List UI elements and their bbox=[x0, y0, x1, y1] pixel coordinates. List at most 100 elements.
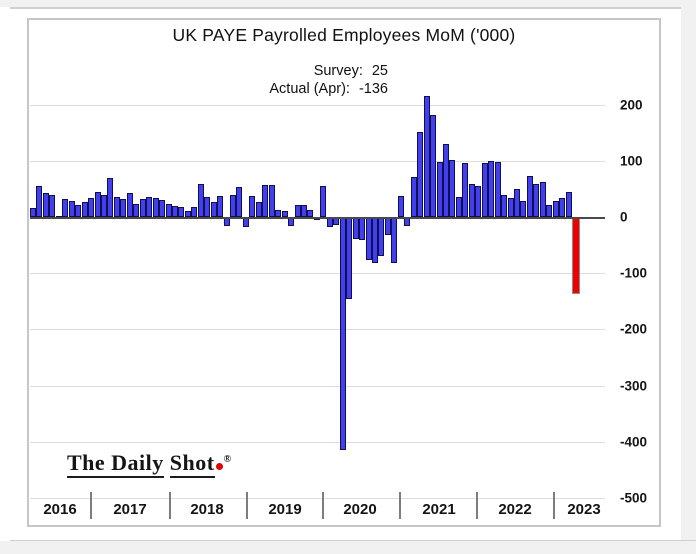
y-axis-label--400: -400 bbox=[620, 434, 648, 450]
year-tick-5 bbox=[476, 492, 478, 519]
top-border-line bbox=[10, 7, 696, 9]
bar bbox=[113, 196, 120, 217]
bar bbox=[372, 218, 378, 263]
bar bbox=[223, 218, 230, 227]
actual-label: Actual (Apr): bbox=[269, 81, 350, 97]
gridline--400 bbox=[30, 441, 605, 443]
bar bbox=[255, 201, 262, 217]
x-axis-label-2021: 2021 bbox=[422, 501, 456, 518]
bar bbox=[520, 201, 527, 217]
bar bbox=[294, 204, 301, 217]
bar bbox=[352, 218, 359, 239]
bar bbox=[107, 178, 114, 217]
bar bbox=[430, 115, 437, 217]
bar bbox=[210, 202, 217, 217]
bar bbox=[236, 187, 243, 217]
bar bbox=[365, 218, 372, 260]
y-axis-label--300: -300 bbox=[620, 378, 648, 394]
bar bbox=[126, 193, 133, 217]
x-axis-label-2022: 2022 bbox=[498, 501, 532, 518]
bar bbox=[152, 197, 159, 217]
year-tick-3 bbox=[322, 492, 324, 519]
actual-annotation: Actual (Apr): -136 bbox=[269, 80, 388, 98]
bar bbox=[217, 195, 224, 217]
bar bbox=[68, 200, 75, 217]
bar bbox=[133, 203, 140, 217]
bar bbox=[423, 96, 430, 217]
gridline-200 bbox=[30, 104, 605, 106]
bar bbox=[442, 143, 449, 217]
bar bbox=[526, 175, 533, 217]
x-axis-label-2018: 2018 bbox=[190, 501, 224, 518]
bar bbox=[94, 192, 101, 217]
year-tick-4 bbox=[399, 492, 401, 519]
bar bbox=[62, 199, 69, 217]
y-axis-label-0: 0 bbox=[620, 209, 628, 225]
bar bbox=[281, 211, 288, 217]
bar bbox=[49, 194, 56, 217]
y-axis-label--200: -200 bbox=[620, 321, 648, 337]
y-axis-label-100: 100 bbox=[620, 153, 643, 169]
x-axis-label-2017: 2017 bbox=[113, 501, 147, 518]
gridline--500 bbox=[30, 498, 605, 499]
bar bbox=[507, 198, 514, 217]
bar bbox=[191, 206, 198, 217]
x-axis-label-2016: 2016 bbox=[43, 501, 77, 518]
year-tick-6 bbox=[553, 492, 555, 519]
bar bbox=[533, 183, 540, 217]
bar bbox=[75, 204, 82, 217]
year-tick-1 bbox=[169, 492, 171, 519]
bar bbox=[249, 196, 256, 217]
gridline--200 bbox=[30, 329, 605, 331]
survey-label: Survey: bbox=[313, 63, 363, 79]
bar bbox=[242, 218, 249, 227]
bar bbox=[552, 201, 559, 217]
bar bbox=[288, 218, 295, 226]
gridline-100 bbox=[30, 160, 605, 162]
survey-value: 25 bbox=[371, 63, 388, 79]
bar bbox=[378, 218, 385, 257]
bar bbox=[146, 197, 153, 217]
registered-trademark-icon: ® bbox=[223, 453, 232, 465]
bar bbox=[475, 185, 482, 217]
bar bbox=[488, 160, 495, 217]
bar bbox=[36, 185, 43, 217]
survey-annotation: Survey: 25 bbox=[269, 62, 388, 80]
bar bbox=[449, 159, 456, 217]
bar bbox=[88, 198, 95, 217]
y-axis-label--100: -100 bbox=[620, 265, 648, 281]
bar bbox=[120, 199, 127, 217]
bar bbox=[455, 196, 462, 217]
bar bbox=[468, 183, 475, 217]
bar bbox=[481, 163, 488, 217]
bar bbox=[391, 218, 398, 263]
bar bbox=[275, 210, 282, 217]
bar bbox=[436, 161, 443, 217]
bar bbox=[301, 204, 308, 217]
bar bbox=[501, 194, 508, 217]
x-axis-label-2023: 2023 bbox=[567, 501, 601, 518]
y-axis-label--500: -500 bbox=[620, 490, 648, 506]
annotation-block: Survey: 25 Actual (Apr): -136 bbox=[269, 62, 388, 98]
chart-title: UK PAYE Payrolled Employees MoM ('000) bbox=[172, 25, 516, 45]
bar bbox=[307, 210, 314, 217]
bar bbox=[559, 198, 566, 217]
year-tick-2 bbox=[246, 492, 248, 519]
bar bbox=[30, 208, 36, 217]
bar bbox=[197, 183, 204, 217]
bar bbox=[546, 205, 553, 217]
year-tick-0 bbox=[90, 492, 92, 519]
bar bbox=[333, 218, 340, 225]
bar bbox=[230, 195, 237, 217]
bar bbox=[339, 218, 346, 450]
bar bbox=[184, 211, 191, 217]
chart-card: UK PAYE Payrolled Employees MoM ('000) S… bbox=[27, 18, 661, 527]
x-axis-label-2019: 2019 bbox=[268, 501, 302, 518]
bar bbox=[359, 218, 366, 241]
gridline--300 bbox=[30, 385, 605, 387]
actual-value: -136 bbox=[358, 81, 388, 97]
bar bbox=[262, 184, 269, 217]
bar bbox=[139, 199, 146, 217]
bar bbox=[100, 194, 107, 217]
bar bbox=[171, 205, 178, 217]
